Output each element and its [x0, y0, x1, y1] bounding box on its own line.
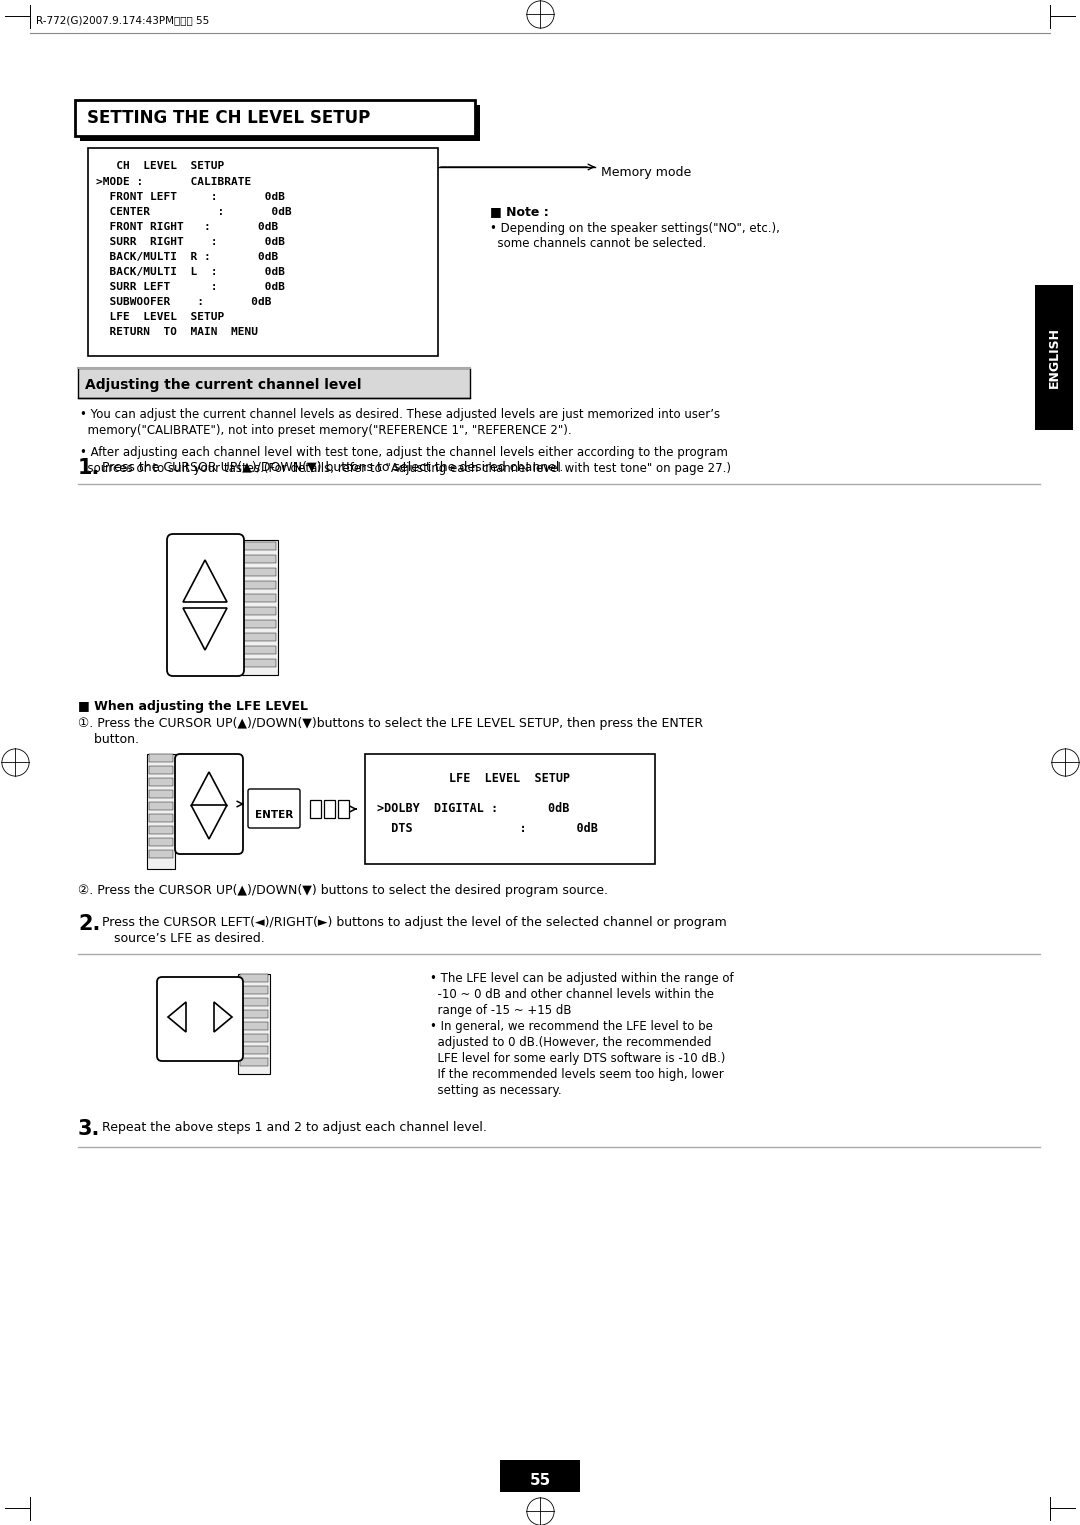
Text: R-772(G)2007.9.174:43PM페이직 55: R-772(G)2007.9.174:43PM페이직 55	[36, 15, 210, 24]
Text: CH  LEVEL  SETUP: CH LEVEL SETUP	[96, 162, 225, 171]
Bar	[324, 801, 335, 817]
Bar	[149, 802, 173, 810]
Text: 55: 55	[529, 1473, 551, 1488]
Text: BACK/MULTI  L  :       0dB: BACK/MULTI L : 0dB	[96, 267, 285, 278]
Text: SETTING THE CH LEVEL SETUP: SETTING THE CH LEVEL SETUP	[87, 108, 370, 127]
Text: LFE level for some early DTS software is -10 dB.): LFE level for some early DTS software is…	[430, 1052, 726, 1064]
Bar	[149, 839, 173, 846]
Text: ■ Note :: ■ Note :	[490, 204, 549, 218]
Text: >DOLBY  DIGITAL :       0dB: >DOLBY DIGITAL : 0dB	[377, 802, 569, 814]
Bar	[242, 595, 276, 602]
Text: SURR  RIGHT    :       0dB: SURR RIGHT : 0dB	[96, 236, 285, 247]
Text: Adjusting the current channel level: Adjusting the current channel level	[85, 378, 362, 392]
Bar	[149, 827, 173, 834]
Bar	[240, 1022, 268, 1029]
Text: • Depending on the speaker settings("NO", etc.),: • Depending on the speaker settings("NO"…	[490, 223, 780, 235]
Bar	[78, 368, 470, 398]
Text: RETURN  TO  MAIN  MENU: RETURN TO MAIN MENU	[96, 326, 258, 337]
Polygon shape	[214, 1002, 232, 1032]
Bar	[242, 555, 276, 563]
Text: Press the CURSOR UP(▲)/DOWN(▼) buttons to select the desired channel.: Press the CURSOR UP(▲)/DOWN(▼) buttons t…	[102, 461, 564, 473]
Bar	[80, 105, 480, 140]
Text: LFE  LEVEL  SETUP: LFE LEVEL SETUP	[96, 313, 225, 322]
FancyBboxPatch shape	[167, 534, 244, 676]
Bar	[242, 659, 276, 666]
Text: • You can adjust the current channel levels as desired. These adjusted levels ar: • You can adjust the current channel lev…	[80, 409, 720, 421]
Text: adjusted to 0 dB.(However, the recommended: adjusted to 0 dB.(However, the recommend…	[430, 1035, 712, 1049]
Text: • After adjusting each channel level with test tone, adjust the channel levels e: • After adjusting each channel level wit…	[80, 445, 728, 459]
Polygon shape	[183, 608, 227, 650]
Text: ②. Press the CURSOR UP(▲)/DOWN(▼) buttons to select the desired program source.: ②. Press the CURSOR UP(▲)/DOWN(▼) button…	[78, 884, 608, 897]
Bar	[149, 766, 173, 775]
Text: some channels cannot be selected.: some channels cannot be selected.	[490, 236, 706, 250]
Bar	[240, 987, 268, 994]
Polygon shape	[168, 1002, 186, 1032]
Bar	[149, 849, 173, 859]
Text: 3.: 3.	[78, 1119, 100, 1139]
Text: 2.: 2.	[78, 913, 100, 933]
Polygon shape	[191, 772, 227, 807]
Text: Memory mode: Memory mode	[600, 166, 691, 178]
Text: ■ When adjusting the LFE LEVEL: ■ When adjusting the LFE LEVEL	[78, 700, 308, 714]
Bar	[242, 647, 276, 654]
Bar	[240, 1034, 268, 1042]
Bar	[242, 581, 276, 589]
Text: FRONT RIGHT   :       0dB: FRONT RIGHT : 0dB	[96, 223, 279, 232]
Text: sources or to suit your tastes.(For details, refer to "Adjusting each channel le: sources or to suit your tastes.(For deta…	[80, 462, 731, 474]
Bar	[147, 753, 175, 869]
Bar	[240, 997, 268, 1006]
FancyBboxPatch shape	[175, 753, 243, 854]
Text: • The LFE level can be adjusted within the range of: • The LFE level can be adjusted within t…	[430, 971, 733, 985]
Text: -10 ~ 0 dB and other channel levels within the: -10 ~ 0 dB and other channel levels with…	[430, 988, 714, 1000]
Text: FRONT LEFT     :       0dB: FRONT LEFT : 0dB	[96, 192, 285, 201]
Bar	[238, 974, 270, 1074]
Bar	[240, 540, 278, 676]
Bar	[75, 101, 475, 136]
Text: >MODE :       CALIBRATE: >MODE : CALIBRATE	[96, 177, 252, 188]
Bar	[149, 790, 173, 798]
Text: SUBWOOFER    :       0dB: SUBWOOFER : 0dB	[96, 297, 271, 307]
Text: If the recommended levels seem too high, lower: If the recommended levels seem too high,…	[430, 1068, 724, 1081]
Text: BACK/MULTI  R :       0dB: BACK/MULTI R : 0dB	[96, 252, 279, 262]
FancyBboxPatch shape	[157, 978, 243, 1061]
Polygon shape	[191, 805, 227, 839]
Bar	[240, 1010, 268, 1019]
Bar	[149, 778, 173, 785]
Text: CENTER          :       0dB: CENTER : 0dB	[96, 207, 292, 217]
Text: LFE  LEVEL  SETUP: LFE LEVEL SETUP	[449, 772, 570, 785]
Text: 1.: 1.	[78, 458, 100, 477]
FancyBboxPatch shape	[248, 788, 300, 828]
Text: source’s LFE as desired.: source’s LFE as desired.	[102, 932, 265, 946]
Bar	[149, 753, 173, 762]
Bar	[242, 607, 276, 615]
Text: setting as necessary.: setting as necessary.	[430, 1084, 562, 1096]
Bar	[242, 567, 276, 576]
Bar	[338, 801, 349, 817]
Text: • In general, we recommend the LFE level to be: • In general, we recommend the LFE level…	[430, 1020, 713, 1032]
Text: Repeat the above steps 1 and 2 to adjust each channel level.: Repeat the above steps 1 and 2 to adjust…	[102, 1121, 487, 1135]
Text: range of -15 ~ +15 dB: range of -15 ~ +15 dB	[430, 1003, 571, 1017]
Text: SURR LEFT      :       0dB: SURR LEFT : 0dB	[96, 282, 285, 291]
Bar	[1035, 285, 1074, 430]
Text: ENTER: ENTER	[255, 810, 293, 820]
Text: memory("CALIBRATE"), not into preset memory("REFERENCE 1", "REFERENCE 2").: memory("CALIBRATE"), not into preset mem…	[80, 424, 571, 438]
Bar	[149, 814, 173, 822]
Bar	[500, 1459, 580, 1491]
Text: DTS               :       0dB: DTS : 0dB	[377, 822, 598, 836]
Bar	[87, 148, 438, 355]
Bar	[242, 633, 276, 640]
Bar	[240, 974, 268, 982]
Bar	[242, 541, 276, 551]
Bar	[240, 1046, 268, 1054]
Text: Press the CURSOR LEFT(◄)/RIGHT(►) buttons to adjust the level of the selected ch: Press the CURSOR LEFT(◄)/RIGHT(►) button…	[102, 917, 727, 929]
Bar	[242, 621, 276, 628]
Text: button.: button.	[78, 734, 139, 746]
Bar	[240, 1058, 268, 1066]
Bar	[365, 753, 654, 865]
Text: ENGLISH: ENGLISH	[1048, 326, 1061, 387]
Polygon shape	[183, 560, 227, 602]
Bar	[310, 801, 321, 817]
Text: ①. Press the CURSOR UP(▲)/DOWN(▼)buttons to select the LFE LEVEL SETUP, then pre: ①. Press the CURSOR UP(▲)/DOWN(▼)buttons…	[78, 717, 703, 730]
